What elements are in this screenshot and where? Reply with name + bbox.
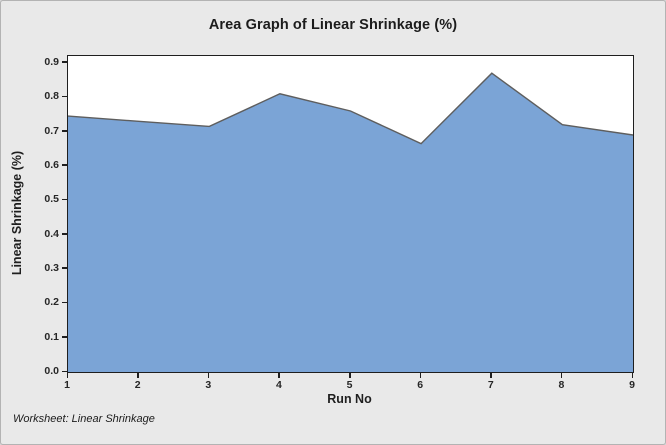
y-tick-label: 0.4 <box>44 227 59 240</box>
y-tick-mark <box>62 233 67 235</box>
y-tick-label: 0.6 <box>44 158 59 171</box>
x-tick-mark <box>490 372 492 378</box>
x-tick-mark <box>349 372 351 378</box>
area-series <box>68 72 633 372</box>
y-tick-mark <box>62 198 67 201</box>
x-tick-label: 6 <box>417 379 424 391</box>
x-tick-label: 7 <box>487 379 494 391</box>
x-tick-mark <box>137 372 139 378</box>
x-tick-mark <box>207 372 210 378</box>
x-tick-mark <box>560 372 563 378</box>
x-tick-mark <box>278 372 280 378</box>
x-tick-mark <box>419 372 422 378</box>
y-tick-mark <box>62 164 67 166</box>
y-tick-label: 0.1 <box>44 330 59 343</box>
y-tick-label: 0.3 <box>44 261 59 274</box>
x-tick-mark <box>66 372 68 378</box>
y-tick-mark <box>62 336 67 338</box>
y-tick-mark <box>62 130 67 132</box>
x-tick-label: 9 <box>629 379 635 391</box>
x-axis-title: Run No <box>327 392 372 406</box>
x-tick-label: 4 <box>275 379 282 391</box>
x-tick-label: 5 <box>346 379 353 391</box>
x-tick-label: 1 <box>64 379 70 391</box>
chart-title: Area Graph of Linear Shrinkage (%) <box>208 17 458 33</box>
x-tick-label: 8 <box>558 379 565 391</box>
y-tick-label: 0.0 <box>44 365 59 377</box>
x-tick-label: 3 <box>205 379 212 391</box>
y-tick-label: 0.5 <box>44 193 59 206</box>
y-tick-mark <box>62 61 67 63</box>
x-tick-mark <box>631 372 633 378</box>
worksheet-footnote: Worksheet: Linear Shrinkage <box>13 413 155 425</box>
x-tick-label: 2 <box>134 379 141 391</box>
y-tick-label: 0.2 <box>44 296 59 309</box>
y-tick-mark <box>62 370 67 372</box>
y-tick-mark <box>62 301 67 304</box>
y-tick-label: 0.7 <box>44 124 59 137</box>
area-fill <box>68 73 633 372</box>
y-tick-mark <box>62 95 67 98</box>
y-tick-mark <box>62 267 67 269</box>
y-axis-title: Linear Shrinkage (%) <box>10 150 24 276</box>
area-outline <box>68 72 633 145</box>
plot-area <box>67 55 634 373</box>
y-tick-label: 0.8 <box>44 90 59 103</box>
y-tick-label: 0.9 <box>44 55 59 68</box>
